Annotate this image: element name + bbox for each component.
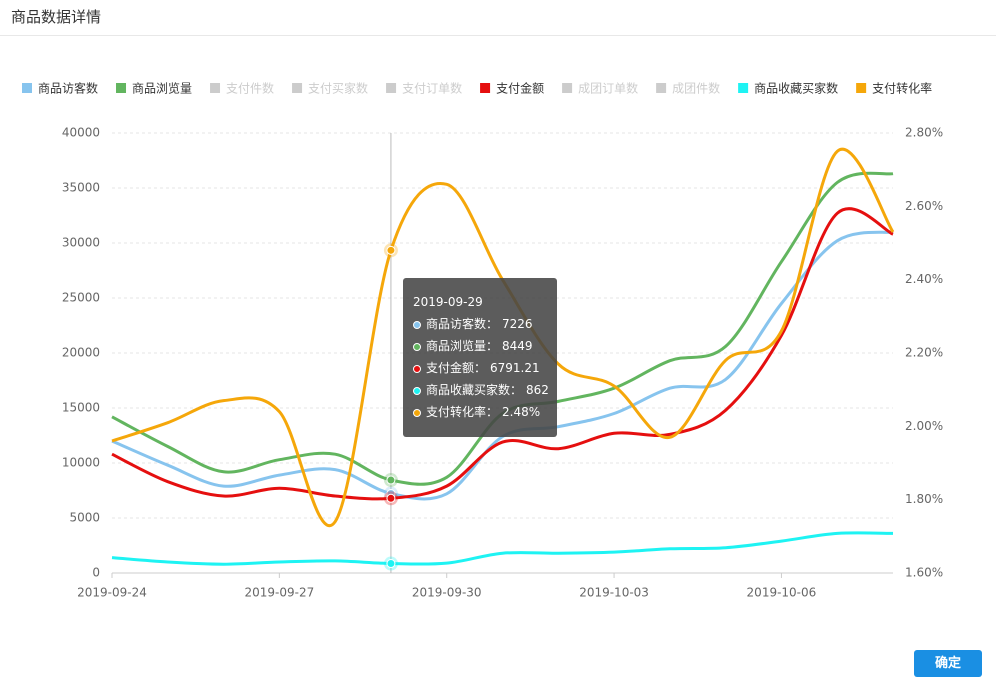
tooltip-value: 862 bbox=[526, 383, 549, 397]
tooltip-name: 商品访客数： bbox=[426, 317, 499, 331]
series-line bbox=[111, 207, 894, 501]
tooltip-title: 2019-09-29 bbox=[413, 295, 483, 309]
y2-tick-label: 1.80% bbox=[905, 492, 943, 506]
tooltip-name: 支付转化率： bbox=[426, 405, 499, 419]
tooltip-dot bbox=[413, 386, 421, 395]
highlight-point bbox=[386, 559, 396, 569]
dialog-title: 商品数据详情 bbox=[11, 8, 102, 26]
legend-swatch bbox=[738, 83, 749, 93]
x-tick-label: 2019-09-27 bbox=[244, 586, 314, 600]
tooltip-row: 商品浏览量： 8449 bbox=[413, 335, 557, 357]
y2-tick-label: 2.20% bbox=[905, 346, 943, 360]
tooltip-name: 支付金额： bbox=[426, 361, 487, 375]
tooltip-value: 2.48% bbox=[502, 405, 541, 419]
tooltip-row: 支付金额： 6791.21 bbox=[413, 357, 557, 379]
legend-swatch bbox=[116, 83, 127, 93]
x-tick-label: 2019-10-03 bbox=[579, 586, 649, 600]
legend-label: 商品浏览量 bbox=[132, 81, 192, 96]
legend-label: 支付转化率 bbox=[872, 81, 932, 96]
tooltip-row: 商品访客数： 7226 bbox=[413, 313, 557, 335]
legend-swatch bbox=[210, 83, 221, 93]
highlight-point bbox=[386, 475, 396, 485]
legend-label: 商品收藏买家数 bbox=[754, 81, 838, 96]
y-tick-label: 35000 bbox=[62, 181, 100, 195]
x-tick-label: 2019-09-24 bbox=[77, 586, 147, 600]
legend-swatch bbox=[480, 83, 491, 93]
y2-tick-label: 2.40% bbox=[905, 272, 943, 286]
legend-label: 支付件数 bbox=[226, 81, 274, 96]
y-tick-label: 30000 bbox=[62, 236, 100, 250]
y-tick-label: 15000 bbox=[62, 401, 100, 415]
tooltip-name: 商品收藏买家数： bbox=[426, 383, 523, 397]
y-tick-label: 0 bbox=[92, 566, 100, 580]
legend-swatch bbox=[856, 83, 867, 93]
tooltip-dot bbox=[413, 320, 421, 329]
confirm-button[interactable]: 确定 bbox=[914, 650, 982, 677]
legend-swatch bbox=[386, 83, 397, 93]
x-tick-label: 2019-09-30 bbox=[412, 586, 482, 600]
tooltip-row: 商品收藏买家数： 862 bbox=[413, 379, 557, 401]
y2-tick-label: 1.60% bbox=[905, 566, 943, 580]
legend-swatch bbox=[22, 83, 32, 93]
x-tick-label: 2019-10-06 bbox=[747, 586, 817, 600]
divider bbox=[0, 35, 996, 36]
legend-swatch bbox=[562, 83, 573, 93]
legend-label: 支付买家数 bbox=[308, 81, 368, 96]
y-tick-label: 20000 bbox=[62, 346, 100, 360]
y2-tick-label: 2.00% bbox=[905, 419, 943, 433]
highlight-point bbox=[386, 493, 396, 503]
highlight-point bbox=[386, 245, 396, 255]
legend-label: 成团件数 bbox=[672, 81, 720, 96]
y-tick-label: 10000 bbox=[62, 456, 100, 470]
y-tick-label: 25000 bbox=[62, 291, 100, 305]
tooltip: 2019-09-29 商品访客数： 7226 商品浏览量： 8449 支付金额： 6791.… bbox=[403, 278, 557, 437]
tooltip-value: 8449 bbox=[502, 339, 533, 353]
y-tick-label: 5000 bbox=[69, 511, 100, 525]
tooltip-dot bbox=[413, 364, 421, 373]
legend-label: 商品访客数 bbox=[38, 81, 98, 96]
legend-swatch bbox=[292, 83, 303, 93]
y2-tick-label: 2.60% bbox=[905, 199, 943, 213]
series-line bbox=[111, 531, 894, 566]
legend-label: 成团订单数 bbox=[578, 81, 638, 96]
legend-label: 支付订单数 bbox=[402, 81, 462, 96]
tooltip-row: 支付转化率： 2.48% bbox=[413, 401, 557, 423]
tooltip-dot bbox=[413, 342, 421, 351]
tooltip-value: 6791.21 bbox=[490, 361, 540, 375]
y2-tick-label: 2.80% bbox=[905, 126, 943, 140]
tooltip-name: 商品浏览量： bbox=[426, 339, 499, 353]
tooltip-dot bbox=[413, 408, 421, 417]
tooltip-value: 7226 bbox=[502, 317, 533, 331]
legend-swatch bbox=[656, 83, 667, 93]
legend-label: 支付金额 bbox=[496, 81, 544, 96]
y-tick-label: 40000 bbox=[62, 126, 100, 140]
